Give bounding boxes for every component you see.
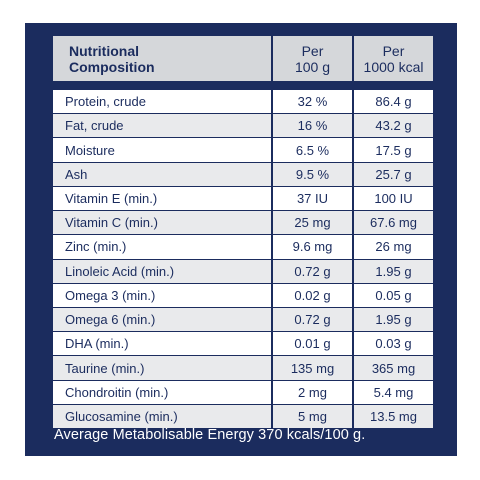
nutrient-name: Taurine (min.) — [53, 356, 271, 380]
header-per-100g-line1: Per — [301, 42, 324, 59]
nutrient-name: Moisture — [53, 138, 271, 162]
nutrient-per-100g: 37 IU — [273, 186, 352, 211]
nutrient-per-100g: 6.5 % — [273, 138, 352, 162]
nutrient-per-1000kcal: 43.2 g — [354, 114, 433, 138]
nutrient-per-100g: 25 mg — [273, 211, 352, 235]
header-gap — [53, 82, 271, 89]
nutrient-name: Vitamin C (min.) — [53, 211, 271, 235]
header-per-1000kcal-line2: 1000 kcal — [363, 58, 424, 75]
nutrient-per-1000kcal: 1.95 g — [354, 259, 433, 283]
nutrient-per-1000kcal: 1.95 g — [354, 307, 433, 332]
nutrient-per-1000kcal: 86.4 g — [354, 90, 433, 114]
nutrient-name: Glucosamine (min.) — [53, 404, 271, 429]
nutrient-per-100g: 32 % — [273, 90, 352, 114]
nutrient-name: Omega 3 (min.) — [53, 283, 271, 307]
nutrient-per-1000kcal: 17.5 g — [354, 138, 433, 162]
nutrient-per-100g: 0.02 g — [273, 283, 352, 307]
nutrient-name: Ash — [53, 162, 271, 186]
nutrient-per-100g: 135 mg — [273, 356, 352, 380]
header-composition-line2: Composition — [69, 58, 155, 75]
nutrient-per-100g: 2 mg — [273, 380, 352, 404]
nutrient-per-1000kcal: 0.03 g — [354, 332, 433, 356]
nutrient-per-1000kcal: 0.05 g — [354, 283, 433, 307]
header-composition-line1: Nutritional — [69, 42, 139, 59]
nutrient-per-1000kcal: 100 IU — [354, 186, 433, 211]
nutrient-per-100g: 9.6 mg — [273, 235, 352, 259]
nutrient-name: Protein, crude — [53, 90, 271, 114]
nutrient-per-100g: 16 % — [273, 114, 352, 138]
nutrient-name: Vitamin E (min.) — [53, 186, 271, 211]
energy-footnote: Average Metabolisable Energy 370 kcals/1… — [54, 427, 366, 443]
nutrient-name: Fat, crude — [53, 114, 271, 138]
nutrient-name: Chondroitin (min.) — [53, 380, 271, 404]
nutrient-per-100g: 5 mg — [273, 404, 352, 429]
nutrient-name: DHA (min.) — [53, 332, 271, 356]
header-composition: Nutritional Composition — [53, 36, 271, 81]
nutrient-per-1000kcal: 25.7 g — [354, 162, 433, 186]
nutrient-per-100g: 0.72 g — [273, 259, 352, 283]
nutrient-per-100g: 9.5 % — [273, 162, 352, 186]
nutrition-table: Nutritional Composition Per 100 g Per 1000 … — [53, 36, 457, 429]
nutrient-per-100g: 0.01 g — [273, 332, 352, 356]
header-per-1000kcal: Per 1000 kcal — [354, 36, 433, 81]
header-per-100g: Per 100 g — [273, 36, 352, 81]
header-per-100g-line2: 100 g — [294, 58, 331, 75]
nutrition-panel: Nutritional Composition Per 100 g Per 1000 … — [25, 23, 457, 456]
nutrient-per-1000kcal: 5.4 mg — [354, 380, 433, 404]
nutrient-per-1000kcal: 13.5 mg — [354, 404, 433, 429]
nutrient-per-100g: 0.72 g — [273, 307, 352, 332]
header-gap — [354, 82, 433, 89]
nutrient-per-1000kcal: 365 mg — [354, 356, 433, 380]
nutrient-name: Omega 6 (min.) — [53, 307, 271, 332]
nutrient-per-1000kcal: 67.6 mg — [354, 211, 433, 235]
nutrient-name: Zinc (min.) — [53, 235, 271, 259]
header-per-1000kcal-line1: Per — [382, 42, 405, 59]
nutrient-name: Linoleic Acid (min.) — [53, 259, 271, 283]
header-gap — [273, 82, 352, 89]
nutrient-per-1000kcal: 26 mg — [354, 235, 433, 259]
